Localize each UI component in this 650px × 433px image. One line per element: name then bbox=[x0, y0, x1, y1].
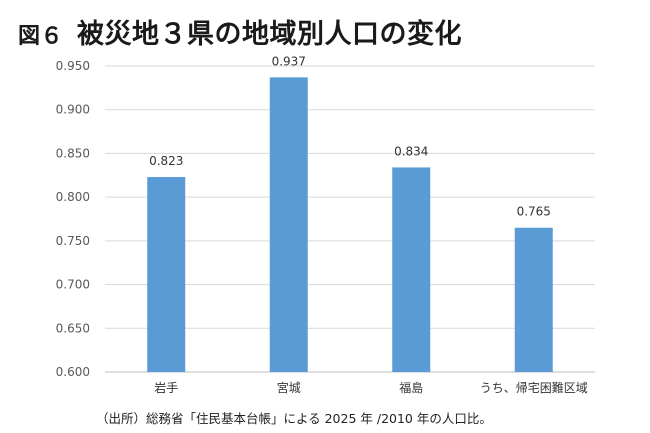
y-tick-label: 0.650 bbox=[56, 321, 90, 335]
y-tick-label: 0.600 bbox=[56, 365, 90, 379]
data-label: 0.937 bbox=[272, 54, 306, 68]
bar bbox=[147, 177, 186, 372]
x-category-label: 宮城 bbox=[277, 380, 301, 395]
data-label: 0.823 bbox=[149, 154, 183, 168]
bar bbox=[269, 77, 308, 372]
y-tick-label: 0.950 bbox=[56, 59, 90, 73]
chart-title: 図６ 被災地３県の地域別人口の変化 bbox=[18, 12, 462, 51]
title-text: 被災地３県の地域別人口の変化 bbox=[77, 19, 463, 50]
y-tick-label: 0.750 bbox=[56, 234, 90, 248]
x-category-label: 岩手 bbox=[154, 380, 178, 395]
y-tick-label: 0.800 bbox=[56, 190, 90, 204]
bar bbox=[392, 167, 431, 372]
y-tick-label: 0.900 bbox=[56, 103, 90, 117]
figure-label: 図６ bbox=[18, 24, 64, 49]
bar bbox=[514, 227, 553, 372]
y-tick-label: 0.850 bbox=[56, 146, 90, 160]
data-label: 0.834 bbox=[394, 144, 428, 158]
x-category-label: 福島 bbox=[399, 380, 423, 395]
x-category-label: うち、帰宅困難区域 bbox=[480, 380, 588, 395]
source-note: （出所）総務省「住民基本台帳」による 2025 年 /2010 年の人口比。 bbox=[96, 411, 492, 426]
data-label: 0.765 bbox=[517, 205, 551, 219]
y-tick-label: 0.700 bbox=[56, 278, 90, 292]
